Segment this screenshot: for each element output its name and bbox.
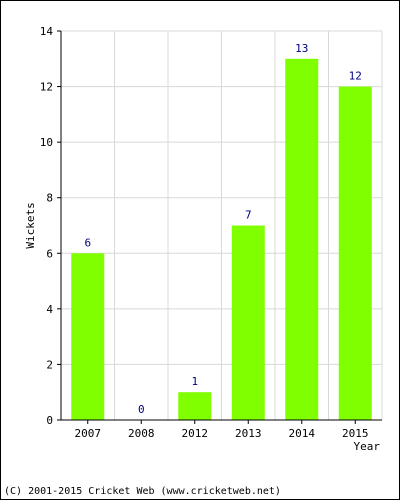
bar-2007	[71, 253, 105, 420]
bar-value-label: 12	[349, 70, 362, 83]
bars	[71, 58, 372, 421]
bar-2014	[285, 58, 319, 421]
y-tick-label: 2	[46, 358, 53, 371]
grid-lines	[61, 30, 383, 420]
x-tick-label: 2015	[342, 427, 369, 440]
x-tick-label: 2012	[182, 427, 209, 440]
bar-2012	[178, 392, 212, 420]
bar-value-label: 6	[84, 236, 91, 249]
copyright-text: (C) 2001-2015 Cricket Web (www.cricketwe…	[4, 486, 281, 497]
bar-value-label: 13	[295, 42, 308, 55]
axes	[57, 30, 382, 424]
bar-2015	[338, 86, 372, 421]
labels: 0 2 4 6 8 10 12 14 6 2007 0 2008 1 2012 7 2013 13 2014 12 2…	[24, 25, 380, 453]
bar-value-label: 0	[138, 403, 145, 416]
y-tick-label: 4	[46, 303, 53, 316]
bar-2013	[231, 225, 265, 420]
x-tick-label: 2013	[235, 427, 262, 440]
bar-value-label: 7	[245, 209, 252, 222]
x-tick-label: 2008	[128, 427, 155, 440]
y-tick-label: 8	[46, 192, 53, 205]
x-tick-label: 2007	[75, 427, 102, 440]
x-axis-title: Year	[354, 440, 381, 453]
y-tick-label: 12	[40, 81, 53, 94]
y-axis-title: Wickets	[24, 202, 37, 248]
y-tick-label: 0	[46, 414, 53, 427]
y-tick-label: 14	[40, 25, 54, 38]
bar-value-label: 1	[191, 375, 198, 388]
y-tick-label: 6	[46, 247, 53, 260]
x-tick-label: 2014	[289, 427, 316, 440]
y-tick-label: 10	[40, 136, 53, 149]
